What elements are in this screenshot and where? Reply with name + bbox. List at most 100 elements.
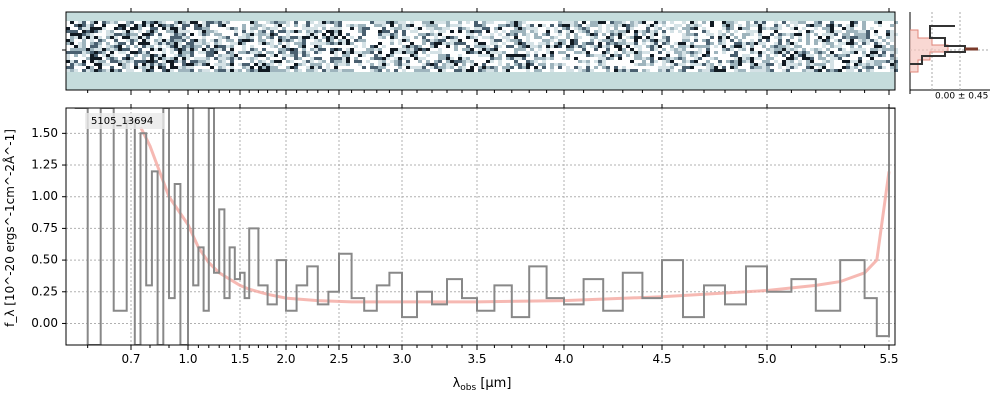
spectrum-2d-pixel — [490, 24, 494, 27]
spectrum-2d-pixel — [566, 66, 570, 69]
spectrum-2d-pixel — [866, 63, 870, 66]
spectrum-2d-pixel — [722, 63, 726, 66]
spectrum-2d-pixel — [806, 66, 810, 69]
spectrum-2d-pixel — [214, 42, 218, 45]
spectrum-2d-pixel — [422, 60, 426, 63]
spectrum-2d-pixel — [478, 51, 482, 54]
spectrum-2d-pixel — [70, 36, 74, 39]
spectrum-2d-pixel — [822, 42, 826, 45]
spectrum-2d-pixel — [234, 51, 238, 54]
spectrum-2d-pixel — [318, 54, 322, 57]
spectrum-2d-pixel — [326, 54, 330, 57]
spectrum-2d-pixel — [206, 51, 210, 54]
spectrum-2d-pixel — [638, 45, 642, 48]
spectrum-2d-pixel — [694, 27, 698, 30]
spectrum-2d-pixel — [290, 30, 294, 33]
spectrum-2d-pixel — [122, 21, 126, 24]
spectrum-2d-pixel — [290, 33, 294, 36]
spectrum-2d-pixel — [806, 63, 810, 66]
spectrum-2d-pixel — [538, 27, 542, 30]
spectrum-2d-pixel — [762, 42, 766, 45]
spectrum-2d-pixel — [478, 48, 482, 51]
spectrum-2d-pixel — [134, 39, 138, 42]
spectrum-2d-pixel — [570, 54, 574, 57]
spectrum-2d-pixel — [502, 39, 506, 42]
spectrum-2d-pixel — [538, 24, 542, 27]
spectrum-2d-pixel — [498, 42, 502, 45]
spectrum-2d-pixel — [718, 24, 722, 27]
spectrum-2d-pixel — [846, 66, 850, 69]
spectrum-2d-pixel — [330, 30, 334, 33]
spectrum-2d-pixel — [890, 51, 894, 54]
spectrum-2d-pixel — [710, 36, 714, 39]
spectrum-2d-pixel — [466, 21, 470, 24]
spectrum-2d-pixel — [886, 60, 890, 63]
spectrum-2d-pixel — [666, 60, 670, 63]
spectrum-2d-pixel — [250, 66, 254, 69]
spectrum-2d-pixel — [182, 24, 186, 27]
spectrum-2d-pixel — [118, 51, 122, 54]
spectrum-2d-pixel — [474, 24, 478, 27]
spectrum-2d-pixel — [874, 45, 878, 48]
spectrum-2d-pixel — [418, 51, 422, 54]
spectrum-2d-pixel — [254, 51, 258, 54]
spectrum-2d-pixel — [350, 51, 354, 54]
spectrum-2d-pixel — [698, 54, 702, 57]
spectrum-2d-pixel — [214, 21, 218, 24]
spectrum-2d-pixel — [74, 24, 78, 27]
spectrum-2d-pixel — [710, 48, 714, 51]
spectrum-2d-pixel — [366, 42, 370, 45]
spectrum-2d-pixel — [638, 36, 642, 39]
spectrum-2d-pixel — [394, 60, 398, 63]
spectrum-2d-pixel — [878, 21, 882, 24]
spectrum-2d-pixel — [398, 45, 402, 48]
spectrum-2d-pixel — [198, 39, 202, 42]
spectrum-2d-pixel — [202, 48, 206, 51]
spectrum-2d-pixel — [506, 30, 510, 33]
spectrum-2d-pixel — [134, 21, 138, 24]
spectrum-2d-pixel — [90, 36, 94, 39]
spectrum-2d-pixel — [542, 27, 546, 30]
spectrum-2d-pixel — [686, 21, 690, 24]
spectrum-2d-pixel — [658, 60, 662, 63]
spectrum-2d-pixel — [298, 42, 302, 45]
spectrum-2d-pixel — [106, 51, 110, 54]
spectrum-2d-pixel — [534, 21, 538, 24]
spectrum-2d-pixel — [146, 39, 150, 42]
spectrum-2d-pixel — [734, 42, 738, 45]
spectrum-2d-pixel — [614, 48, 618, 51]
spectrum-2d-pixel — [830, 33, 834, 36]
spectrum-2d-pixel — [558, 54, 562, 57]
spectrum-2d-pixel — [570, 30, 574, 33]
spectrum-2d-pixel — [770, 60, 774, 63]
spectrum-2d-pixel — [786, 48, 790, 51]
spectrum-2d-pixel — [422, 27, 426, 30]
spectrum-2d-pixel — [142, 54, 146, 57]
spectrum-2d-pixel — [158, 48, 162, 51]
spectrum-2d-frame — [65, 11, 896, 91]
spectrum-2d-pixel — [210, 54, 214, 57]
spectrum-2d-pixel — [530, 60, 534, 63]
spectrum-2d-pixel — [110, 57, 114, 60]
spectrum-2d-pixel — [418, 21, 422, 24]
spectrum-2d-pixel — [206, 33, 210, 36]
spectrum-2d-pixel — [734, 57, 738, 60]
spectrum-2d-pixel — [386, 24, 390, 27]
spectrum-2d-pixel — [354, 36, 358, 39]
spectrum-2d-pixel — [150, 60, 154, 63]
spectrum-2d-pixel — [378, 45, 382, 48]
spectrum-2d-pixel — [238, 21, 242, 24]
spectrum-2d-pixel — [94, 21, 98, 24]
spectrum-2d-pixel — [842, 39, 846, 42]
spectrum-2d-pixel — [886, 54, 890, 57]
spectrum-2d-pixel — [402, 60, 406, 63]
spectrum-2d-pixel — [82, 33, 86, 36]
spectrum-2d-pixel — [94, 36, 98, 39]
spectrum-2d-pixel — [298, 30, 302, 33]
spectrum-2d-pixel — [590, 63, 594, 66]
spectrum-2d-pixel — [750, 42, 754, 45]
spectrum-2d-pixel — [882, 33, 886, 36]
spectrum-2d-pixel — [394, 21, 398, 24]
spectrum-2d-pixel — [70, 27, 74, 30]
spectrum-2d-pixel — [794, 24, 798, 27]
